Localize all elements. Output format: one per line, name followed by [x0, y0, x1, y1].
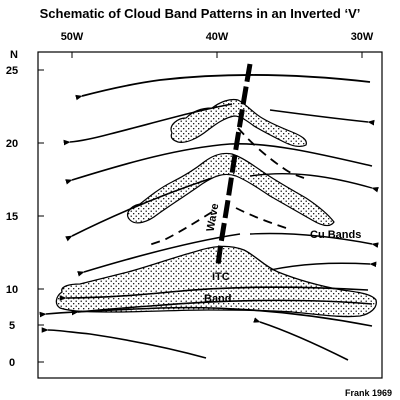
cu-bands-label: Cu Bands	[310, 229, 361, 241]
streamline-5	[249, 172, 379, 193]
x-tick-30w: 30W	[351, 31, 374, 43]
y-tick-25: 25	[6, 65, 18, 77]
streamline-10	[59, 286, 369, 301]
streamline-12	[39, 306, 373, 327]
streamline-6	[65, 177, 213, 242]
y-axis-label: N	[10, 49, 18, 61]
itc-band	[55, 245, 377, 318]
cu-band-dash-upper	[237, 127, 305, 179]
plot-frame	[37, 51, 383, 379]
streamline-9	[269, 261, 377, 271]
streamline-8	[77, 233, 241, 277]
streamline-2	[269, 109, 375, 126]
streamline-11	[71, 299, 373, 316]
y-tick-20: 20	[6, 138, 18, 150]
streamline-14	[253, 317, 349, 361]
streamline-3	[63, 103, 233, 146]
streamline-7	[249, 232, 379, 248]
y-tick-0: 0	[9, 357, 15, 369]
y-tick-10: 10	[6, 284, 18, 296]
diagram-title: Schematic of Cloud Band Patterns in an I…	[40, 6, 361, 21]
y-tick-5: 5	[9, 320, 15, 332]
source-credit: Frank 1969	[345, 388, 392, 398]
itc-label: ITC	[212, 271, 230, 283]
cu-band-dash-lower-left	[145, 211, 213, 247]
streamline-4	[65, 142, 373, 185]
band-label: Band	[204, 293, 232, 305]
wave-axis	[215, 63, 253, 267]
cu-band-dash-lower-right	[235, 207, 287, 229]
wave-label: Wave	[205, 202, 222, 232]
x-tick-50w: 50W	[61, 31, 84, 43]
streamline-1	[75, 74, 371, 101]
streamline-13	[41, 327, 207, 359]
y-tick-15: 15	[6, 211, 18, 223]
x-tick-40w: 40W	[206, 31, 229, 43]
